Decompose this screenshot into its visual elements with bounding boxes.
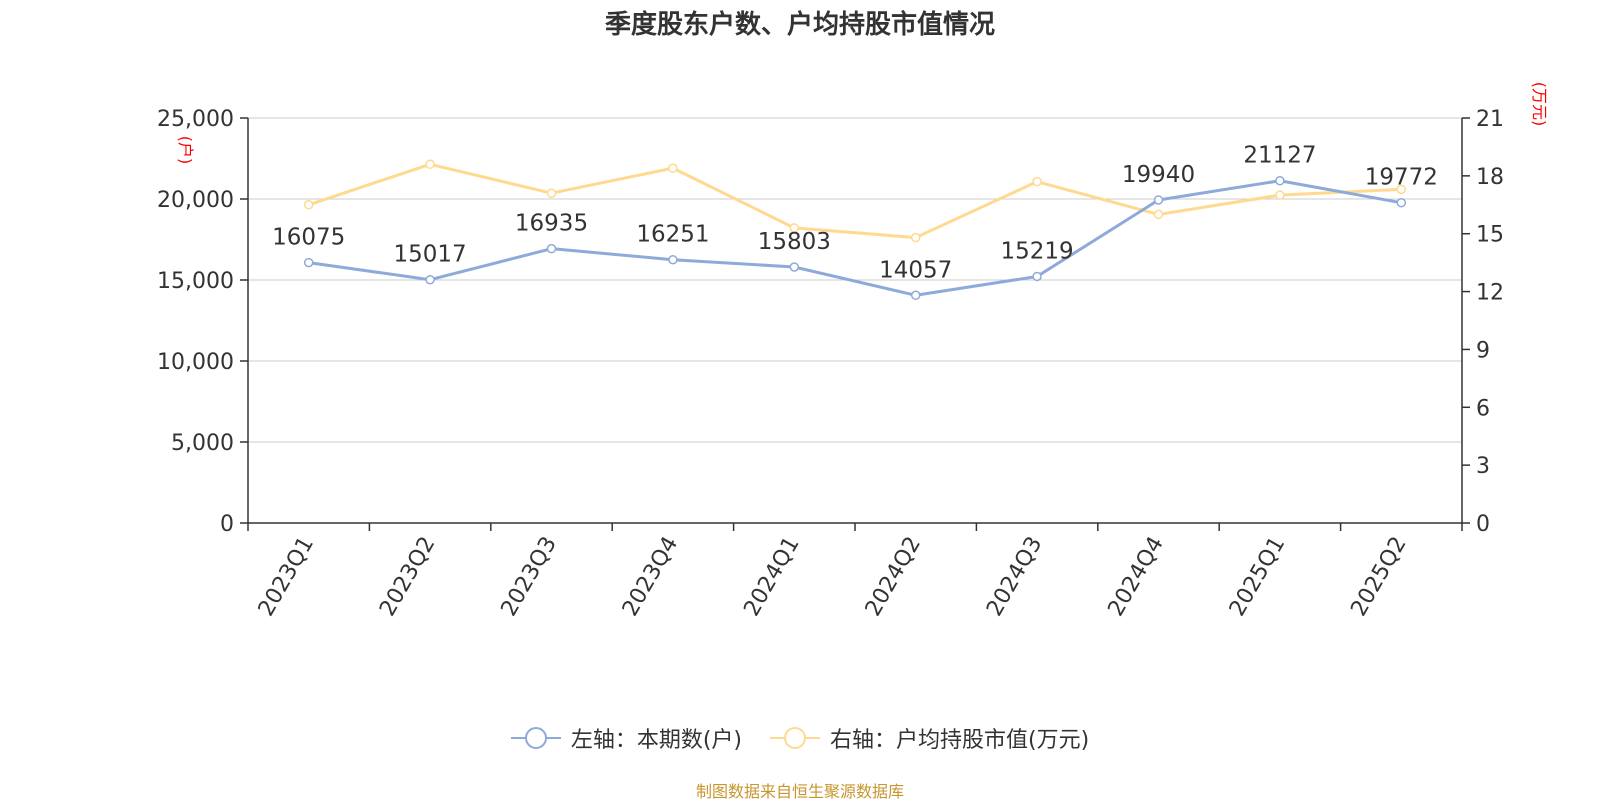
y-right-tick-label: 3 <box>1476 454 1490 479</box>
y-right-tick-label: 12 <box>1476 281 1504 306</box>
data-point-right[interactable] <box>1153 209 1164 220</box>
legend: 左轴：本期数(户) 右轴：户均持股市值(万元) <box>0 722 1600 754</box>
data-point-right[interactable] <box>789 223 800 233</box>
data-label: 16935 <box>515 211 588 237</box>
legend-marker-left-icon <box>510 727 561 749</box>
data-point-right[interactable] <box>910 232 921 243</box>
y-right-unit-label: (万元) <box>1530 82 1549 127</box>
legend-label-left-series: 左轴：本期数(户) <box>570 728 742 753</box>
series-line-right <box>308 162 1402 240</box>
data-label: 19772 <box>1365 165 1438 191</box>
data-point-left[interactable] <box>303 257 314 268</box>
y-right-tick-label: 15 <box>1476 223 1504 248</box>
chart-title: 季度股东户数、户均持股市值情况 <box>604 10 995 40</box>
axes: 0 5,000 10,000 15,000 20,000 25,000 0 3 6 9 12 15 18… <box>157 82 1549 621</box>
y-right-tick-label: 18 <box>1476 165 1504 190</box>
series-line-left <box>308 179 1402 297</box>
data-label: 16075 <box>272 225 345 251</box>
data-point-right[interactable] <box>425 159 435 170</box>
x-tick-label: 2024Q4 <box>1104 533 1169 621</box>
y-right-tick-label: 0 <box>1476 512 1490 537</box>
y-right-tick-label: 6 <box>1476 396 1490 421</box>
y-right-tick-label: 9 <box>1476 338 1490 363</box>
y-left-tick-label: 15,000 <box>157 269 234 294</box>
data-point-left[interactable] <box>910 290 921 301</box>
data-point-left[interactable] <box>1275 175 1285 186</box>
data-point-left[interactable] <box>789 262 800 272</box>
data-point-left[interactable] <box>425 274 435 285</box>
data-point-left[interactable] <box>668 254 678 265</box>
data-point-left[interactable] <box>1153 195 1164 205</box>
y-left-tick-label: 5,000 <box>171 431 234 456</box>
y-left-unit-label: (户) <box>176 136 195 165</box>
data-point-right[interactable] <box>668 163 678 173</box>
data-label: 16251 <box>636 222 709 248</box>
x-tick-label: 2025Q1 <box>1225 533 1290 621</box>
data-label: 15219 <box>1001 238 1074 264</box>
data-point-right[interactable] <box>1275 190 1285 200</box>
x-tick-label: 2023Q3 <box>497 533 562 621</box>
x-tick-label: 2025Q2 <box>1346 533 1411 621</box>
legend-item-right-series[interactable]: 右轴：户均持股市值(万元) <box>770 722 1089 754</box>
y-left-tick-label: 0 <box>220 512 234 537</box>
x-tick-label: 2024Q2 <box>861 533 926 621</box>
data-point-left[interactable] <box>1032 271 1042 282</box>
x-tick-label: 2023Q4 <box>618 533 683 621</box>
source-note: 制图数据来自恒生聚源数据库 <box>695 782 904 801</box>
data-point-left[interactable] <box>1396 197 1407 208</box>
data-label: 14057 <box>879 257 952 283</box>
x-tick-label: 2024Q3 <box>982 533 1047 621</box>
y-left-tick-label: 20,000 <box>157 188 234 213</box>
series-lines <box>303 159 1407 301</box>
legend-label-right-series: 右轴：户均持股市值(万元) <box>830 728 1090 753</box>
data-point-right[interactable] <box>546 188 557 198</box>
data-point-right[interactable] <box>1396 184 1407 195</box>
data-label: 19940 <box>1122 162 1195 188</box>
y-left-tick-label: 25,000 <box>157 107 234 132</box>
legend-marker-right-icon <box>770 727 820 749</box>
data-label: 15017 <box>394 242 467 268</box>
x-tick-label: 2023Q1 <box>254 533 319 621</box>
data-label: 15803 <box>758 229 831 255</box>
y-right-tick-label: 21 <box>1476 107 1504 132</box>
x-tick-label: 2024Q1 <box>739 533 804 621</box>
x-tick-label: 2023Q2 <box>375 533 440 621</box>
data-labels: 16075 15017 16935 16251 15803 14057 15219 19940… <box>272 143 1438 284</box>
data-point-left[interactable] <box>546 243 557 254</box>
legend-item-left-series[interactable]: 左轴：本期数(户) <box>510 722 742 754</box>
data-point-right[interactable] <box>303 200 314 210</box>
data-label: 21127 <box>1243 143 1316 169</box>
data-point-right[interactable] <box>1032 176 1042 187</box>
y-left-tick-label: 10,000 <box>157 350 234 375</box>
